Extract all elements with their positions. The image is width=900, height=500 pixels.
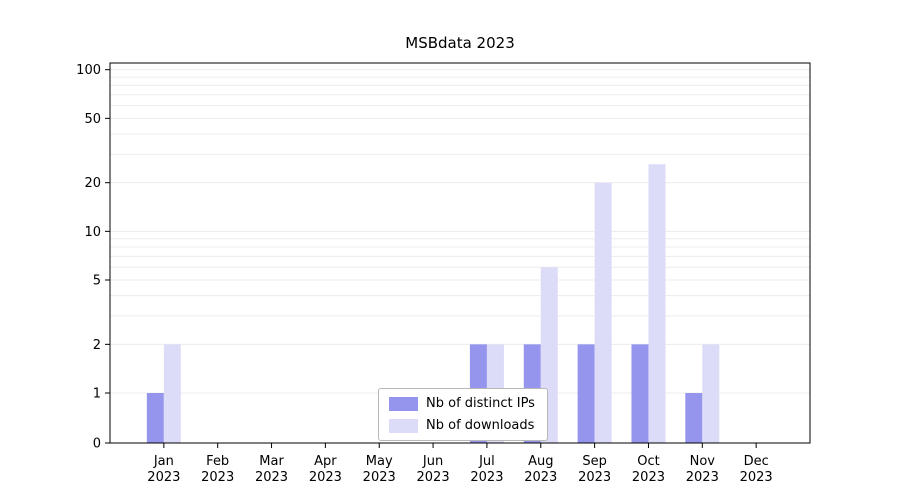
x-tick-label-year: 2023 — [524, 470, 557, 485]
bar-downloads-jan — [163, 344, 181, 443]
bar-distinct-ips-nov — [685, 393, 703, 443]
x-tick-label-month: May — [366, 454, 393, 469]
legend-item-distinct-ips: Nb of distinct IPs — [389, 396, 535, 411]
plot-border — [109, 62, 811, 444]
x-tick-label-year: 2023 — [309, 470, 342, 485]
x-tick-label-year: 2023 — [740, 470, 773, 485]
x-tick-label-month: Jul — [478, 454, 495, 469]
bar-downloads-nov — [702, 344, 720, 443]
x-tick-label-year: 2023 — [578, 470, 611, 485]
legend: Nb of distinct IPs Nb of downloads — [378, 388, 548, 441]
y-tick-label: 10 — [84, 225, 101, 240]
y-tick-label: 20 — [84, 176, 101, 191]
chart-title: MSBdata 2023 — [405, 34, 515, 52]
legend-item-downloads: Nb of downloads — [389, 418, 535, 433]
x-tick-label-month: Mar — [259, 454, 284, 469]
y-tick-label: 0 — [93, 437, 101, 452]
x-tick-label-month: Dec — [744, 454, 769, 469]
legend-swatch-downloads — [389, 418, 418, 433]
legend-label-distinct-ips: Nb of distinct IPs — [426, 396, 535, 411]
x-tick-label-year: 2023 — [686, 470, 719, 485]
y-tick-label: 2 — [93, 338, 101, 353]
x-tick-label-month: Sep — [582, 454, 607, 469]
bar-distinct-ips-sep — [577, 344, 595, 443]
x-tick-label-month: Oct — [637, 454, 659, 469]
x-tick-label-year: 2023 — [201, 470, 234, 485]
x-tick-label-year: 2023 — [255, 470, 288, 485]
x-tick-label-month: Aug — [528, 454, 553, 469]
x-tick-label-month: Apr — [314, 454, 337, 469]
x-tick-label-year: 2023 — [147, 470, 180, 485]
x-tick-label-year: 2023 — [632, 470, 665, 485]
y-tick-label: 100 — [76, 63, 101, 78]
x-tick-label-month: Nov — [690, 454, 716, 469]
bar-downloads-sep — [594, 182, 612, 443]
x-tick-label-month: Jun — [422, 454, 443, 469]
x-tick-label-month: Jan — [153, 454, 174, 469]
x-tick-label-year: 2023 — [470, 470, 503, 485]
legend-swatch-distinct-ips — [389, 396, 418, 411]
y-tick-label: 5 — [93, 274, 101, 289]
y-tick-label: 1 — [93, 387, 101, 402]
bar-distinct-ips-jan — [146, 393, 164, 443]
x-tick-label-year: 2023 — [417, 470, 450, 485]
x-tick-label-month: Feb — [206, 454, 229, 469]
legend-label-downloads: Nb of downloads — [426, 418, 535, 433]
x-tick-label-year: 2023 — [363, 470, 396, 485]
y-tick-label: 50 — [84, 112, 101, 127]
bar-downloads-oct — [648, 164, 666, 443]
bar-distinct-ips-oct — [631, 344, 649, 443]
